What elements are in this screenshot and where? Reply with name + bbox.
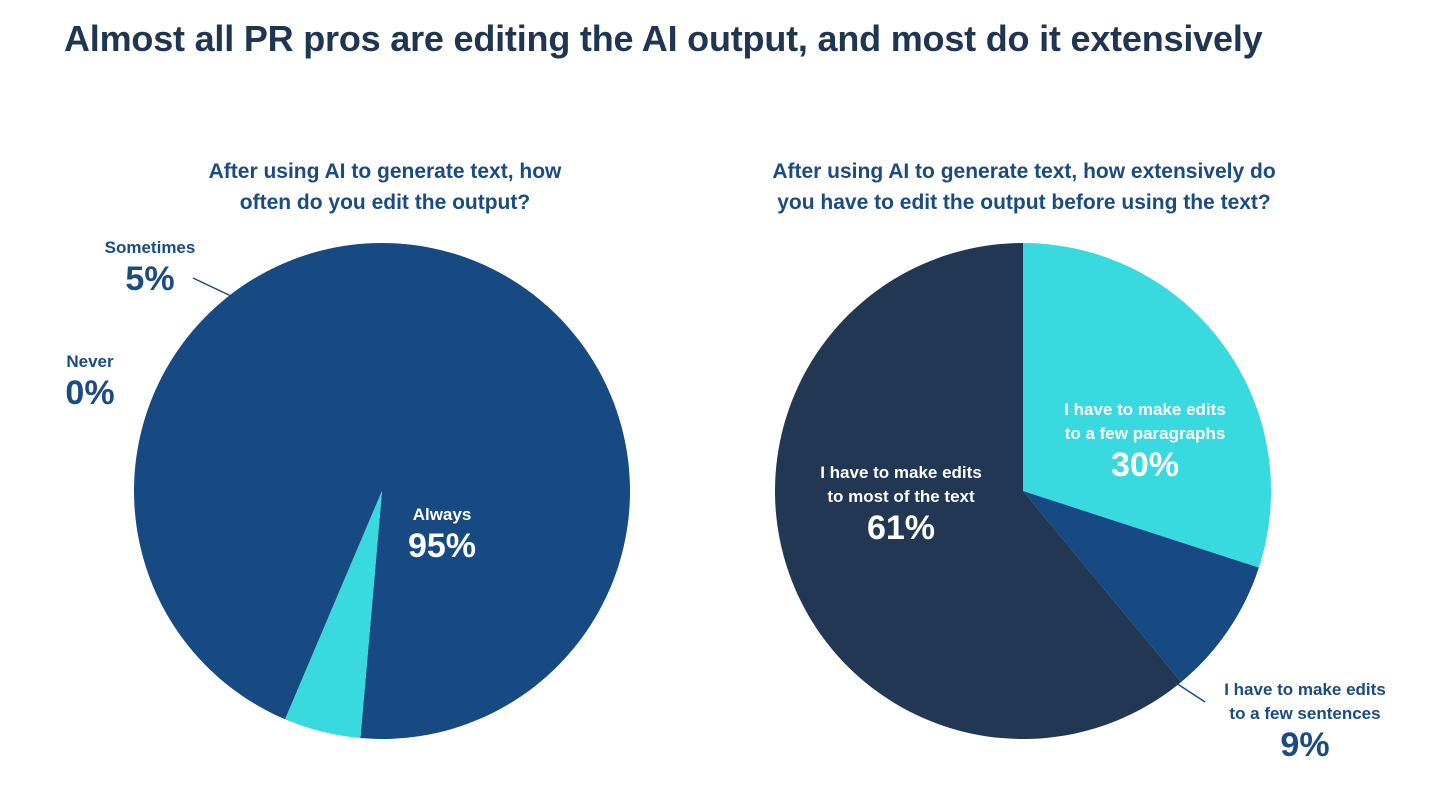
pie-right-slice-i-have-to-make-edits-to-most-of-the-text (775, 242, 1182, 739)
slice-value-sometimes: 5% (125, 260, 175, 298)
slice-name-few-paragraphs-1: I have to make edits (1064, 400, 1226, 419)
slice-label-always: Always 95% (382, 503, 502, 565)
slice-name-few-sentences-1: I have to make edits (1224, 680, 1386, 699)
slice-value-always: 95% (407, 527, 477, 565)
chart-title-right-line-2: you have to edit the output before using… (777, 191, 1271, 214)
slice-value-never: 0% (65, 374, 115, 412)
slice-name-few-sentences-2: to a few sentences (1229, 704, 1381, 723)
slice-name-few-paragraphs-2: to a few paragraphs (1064, 424, 1226, 443)
slice-value-most-text: 61% (866, 509, 936, 547)
slice-name-sometimes: Sometimes (104, 238, 196, 257)
page-title: Almost all PR pros are editing the AI ou… (64, 18, 1263, 59)
chart-title-left-line-1: After using AI to generate text, how (208, 160, 562, 183)
chart-title-right: After using AI to generate text, how ext… (700, 156, 1348, 218)
pie-right (775, 242, 1272, 739)
slice-label-most-text: I have to make edits to most of the text… (796, 461, 1006, 547)
pie-right-slice-i-have-to-make-edits-to-a-few-sentences (1023, 491, 1259, 683)
slice-value-few-paragraphs: 30% (1110, 446, 1180, 484)
chart-title-right-line-1: After using AI to generate text, how ext… (772, 160, 1276, 183)
slice-name-most-text-2: to most of the text (827, 487, 975, 506)
slice-label-few-sentences: I have to make edits to a few sentences … (1205, 678, 1405, 764)
leader-line-sometimes (192, 277, 251, 306)
chart-title-left-line-2: often do you edit the output? (239, 191, 531, 214)
slice-value-few-sentences: 9% (1280, 726, 1330, 764)
chart-title-left: After using AI to generate text, how oft… (140, 156, 630, 218)
pie-left-slice-sometimes (285, 491, 382, 739)
slice-label-sometimes: Sometimes 5% (90, 236, 210, 298)
slice-label-few-paragraphs: I have to make edits to a few paragraphs… (1040, 398, 1250, 484)
slice-name-never: Never (66, 352, 114, 371)
slice-label-never: Never 0% (40, 350, 140, 412)
pie-right-slice-i-have-to-make-edits-to-a-few-paragraphs (1023, 243, 1272, 568)
slice-name-most-text-1: I have to make edits (820, 463, 982, 482)
pie-left (133, 242, 630, 739)
slice-name-always: Always (412, 505, 472, 524)
leader-line-few-sentences (1175, 682, 1206, 703)
